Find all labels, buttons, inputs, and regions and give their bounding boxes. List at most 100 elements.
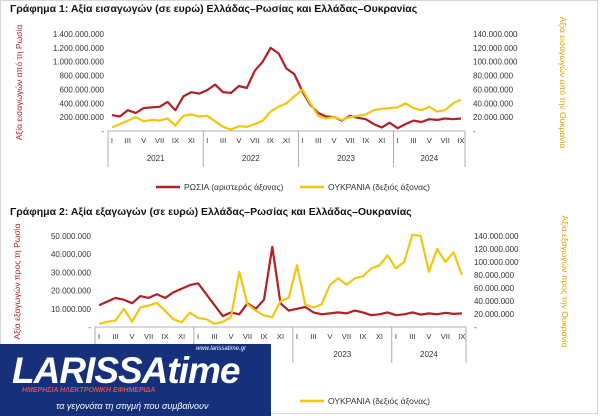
chart1-x-tick: III xyxy=(125,136,131,145)
chart2-x-tick: I xyxy=(98,332,100,341)
chart1-x-tick: I xyxy=(111,136,113,145)
chart2-year-label: 2024 xyxy=(420,350,438,359)
logo-slogan: τα γεγονότα τη στιγμή που συμβαίνουν xyxy=(56,401,209,411)
logo-wordmark: LARISSAtime xyxy=(12,350,240,391)
chart1-x-tick: IX xyxy=(362,136,369,145)
chart1-x-tick: V xyxy=(141,136,147,145)
chart1-x-tick: VII xyxy=(441,136,450,145)
chart1-y-right-tick: 100.000.000 xyxy=(473,58,518,67)
chart1-legend-russia-label: ΡΩΣΙΑ (αριστερός άξονας) xyxy=(184,182,284,192)
chart2-ylabel-left: Αξία εξαγωγών προς τη Ρωσία xyxy=(12,223,22,339)
chart1-x-tick: XI xyxy=(378,136,385,145)
chart1-x-tick: IX xyxy=(457,136,464,145)
chart1-year-label: 2022 xyxy=(242,154,260,163)
chart1-title: Γράφημα 1: Αξία εισαγωγών (σε ευρώ) Ελλά… xyxy=(10,3,418,15)
chart2-series-russia-line xyxy=(98,245,462,318)
chart1-x-tick: VII xyxy=(345,136,354,145)
chart1-x-tick: III xyxy=(410,136,416,145)
chart1-y-left-tick: 1.000.000.000 xyxy=(53,58,105,67)
chart2-title: Γράφημα 2: Αξία εξαγωγών (σε ευρώ) Ελλάδ… xyxy=(10,206,412,218)
chart2-x-tick: VII xyxy=(342,332,351,341)
chart1-y-left-tick: 400.000.000 xyxy=(60,99,105,108)
chart2-x-tick: XI xyxy=(376,332,383,341)
chart1-y-right-tick: 20.000.000 xyxy=(473,113,514,122)
chart2-x-tick: V xyxy=(228,332,234,341)
chart1-y-right-tick: 120.000.000 xyxy=(473,44,518,53)
chart2-x-tick: IX xyxy=(161,332,168,341)
chart1-x-tick: I xyxy=(206,136,208,145)
chart2-y-right-tick: 80.000.000 xyxy=(474,271,515,280)
chart1-x-tick: III xyxy=(315,136,321,145)
chart1-y-left-tick: - xyxy=(101,127,104,136)
chart2-y-right-tick: - xyxy=(474,323,477,332)
chart1-series-ukraine-line xyxy=(111,88,462,131)
chart1-x-tick: XI xyxy=(188,136,195,145)
chart2-y-left-tick: 40.000.000 xyxy=(51,250,92,259)
chart1-y-right-tick: - xyxy=(473,127,476,136)
chart1-svg: - 200.000.000 400.000.000 600.000.000 800.00… xyxy=(14,17,568,192)
chart1-y-left-tick: 600.000.000 xyxy=(60,85,105,94)
chart2-x-tick: IX xyxy=(260,332,267,341)
chart2-x-tick: V xyxy=(327,332,333,341)
chart2-x-tick: VII xyxy=(144,332,153,341)
chart2-x-tick: III xyxy=(409,332,415,341)
chart2-x-tick: XI xyxy=(277,332,284,341)
chart2-x-tick: I xyxy=(197,332,199,341)
chart2-x-tick: VII xyxy=(243,332,252,341)
chart2-x-tick: VII xyxy=(441,332,450,341)
chart1-y-right-tick: 80.000.000 xyxy=(473,72,514,81)
chart1-year-label: 2023 xyxy=(337,154,355,163)
chart2-y-right-tick: 140.000.000 xyxy=(474,232,519,241)
chart1-x-tick: I xyxy=(397,136,399,145)
chart1-ylabel-left: Αξία εισαγωγών από τη Ρωσία xyxy=(14,25,24,141)
chart1-series-russia-line xyxy=(111,46,462,130)
chart2-y-left-tick: 50.000.000 xyxy=(51,232,92,241)
chart1-x-tick: V xyxy=(332,136,338,145)
chart2-x-tick: III xyxy=(310,332,316,341)
chart1-x-tick: IX xyxy=(172,136,179,145)
chart1-ylabel-right: Αξία εισαγωγών από την Ουκρανία xyxy=(558,17,568,149)
chart2-year-label: 2023 xyxy=(333,350,351,359)
chart2-y-left-tick: - xyxy=(88,323,91,332)
chart1-y-right-tick: 40.000.000 xyxy=(473,99,514,108)
chart2-x-tick: V xyxy=(130,332,136,341)
chart1-x-tick: XI xyxy=(283,136,290,145)
chart2-y-left-tick: 30.000.000 xyxy=(51,268,92,277)
chart1-x-tick: VII xyxy=(155,136,164,145)
chart2-y-right-tick: 20.000.000 xyxy=(474,310,515,319)
chart2-y-right-tick: 40.000.000 xyxy=(474,297,515,306)
larissatime-logo: LARISSAtime www.larissatime.gr ΗΜΕΡΗΣΙΑ … xyxy=(0,344,271,416)
chart2-y-left-tick: 20.000.000 xyxy=(51,287,92,296)
chart1-y-right-tick: 140.000.000 xyxy=(473,30,518,39)
chart2-y-left-tick: 10.000.000 xyxy=(51,305,92,314)
chart2-series-ukraine-line xyxy=(98,233,463,325)
chart1-year-label: 2024 xyxy=(420,154,438,163)
chart2-y-right-tick: 60.000.000 xyxy=(474,284,515,293)
chart1-x-tick: III xyxy=(220,136,226,145)
chart1-y-left-tick: 800.000.000 xyxy=(60,72,105,81)
chart1-y-right-tick: 60.000.000 xyxy=(473,85,514,94)
chart2-y-right-tick: 120.000.000 xyxy=(474,245,519,254)
chart1-x-tick: VII xyxy=(250,136,259,145)
chart2-x-tick: I xyxy=(296,332,298,341)
chart2-x-tick: IX xyxy=(359,332,366,341)
chart1-y-left-tick: 1.200.000.000 xyxy=(53,44,105,53)
logo-url: www.larissatime.gr xyxy=(196,346,247,352)
chart1-x-tick: IX xyxy=(267,136,274,145)
chart2-ylabel-right: Αξία εξαγωγών προς την Ουκρανία xyxy=(560,215,570,347)
chart2-y-right-tick: 100.000.000 xyxy=(474,258,519,267)
chart2-legend-ukraine-label: ΟΥΚΡΑΝΙΑ (δεξιός άξονας) xyxy=(328,396,430,406)
chart2-x-tick: V xyxy=(426,332,432,341)
chart1-x-tick: V xyxy=(427,136,433,145)
chart2-x-tick: III xyxy=(112,332,118,341)
chart2-x-tick: I xyxy=(395,332,397,341)
chart1-y-left-tick: 1.400.000.000 xyxy=(53,30,105,39)
chart1-x-tick: V xyxy=(236,136,242,145)
logo-subtitle: ΗΜΕΡΗΣΙΑ ΗΛΕΚΤΡΟΝΙΚΗ ΕΦΗΜΕΡΙΔΑ xyxy=(22,387,156,394)
chart1-x-tick: I xyxy=(301,136,303,145)
chart2-x-tick: III xyxy=(211,332,217,341)
chart1-legend-ukraine-label: ΟΥΚΡΑΝΙΑ (δεξιός άξονας) xyxy=(328,182,430,192)
chart2-x-tick: XI xyxy=(178,332,185,341)
chart1-y-left-tick: 200.000.000 xyxy=(60,113,105,122)
